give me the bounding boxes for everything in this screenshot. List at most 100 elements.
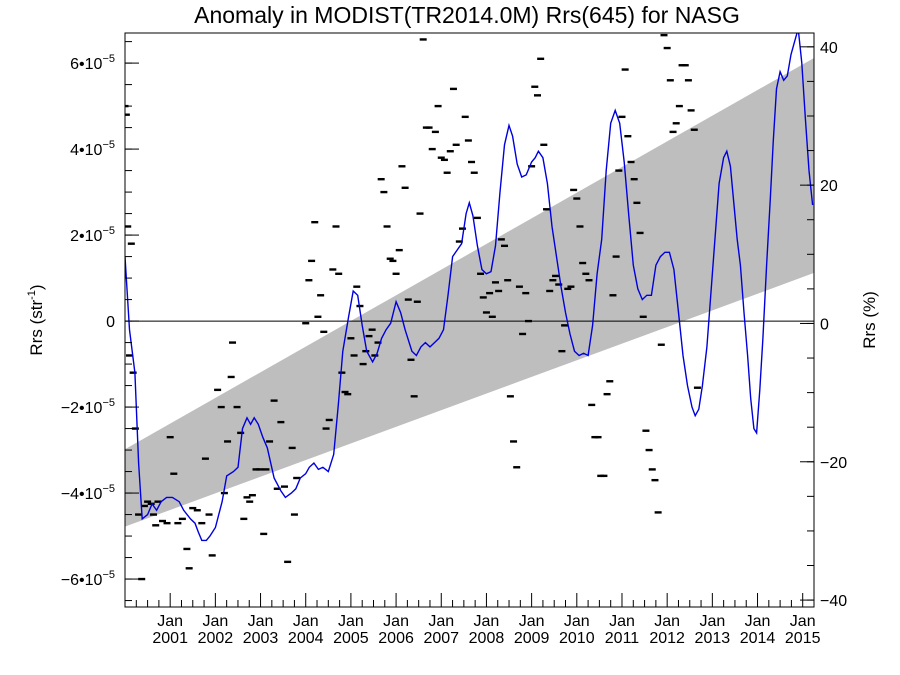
data-point bbox=[636, 231, 644, 235]
data-point bbox=[452, 143, 460, 146]
x-tick-year: 2015 bbox=[785, 630, 821, 647]
data-point bbox=[256, 468, 264, 471]
x-axis: Jan2001Jan2002Jan2003Jan2004Jan2005Jan20… bbox=[135, 593, 821, 647]
data-point bbox=[531, 85, 539, 88]
data-point bbox=[404, 298, 412, 301]
x-tick-month: Jan bbox=[699, 613, 725, 630]
x-tick-month: Jan bbox=[202, 613, 228, 630]
data-point bbox=[434, 104, 442, 108]
data-point bbox=[320, 330, 328, 334]
data-point bbox=[383, 225, 391, 228]
data-point bbox=[693, 386, 701, 389]
data-point bbox=[174, 521, 182, 525]
data-point bbox=[633, 201, 641, 205]
x-tick-year: 2006 bbox=[378, 630, 414, 647]
data-point bbox=[431, 130, 439, 134]
data-point bbox=[437, 156, 445, 159]
data-point bbox=[495, 289, 503, 293]
data-point bbox=[428, 147, 436, 151]
data-point bbox=[443, 171, 451, 174]
data-point bbox=[166, 435, 174, 439]
x-tick-month: Jan bbox=[609, 613, 635, 630]
data-point bbox=[407, 358, 415, 361]
data-point bbox=[380, 190, 388, 194]
data-point bbox=[329, 268, 337, 271]
data-point bbox=[178, 517, 186, 521]
data-point bbox=[552, 274, 560, 278]
data-point bbox=[314, 315, 322, 318]
data-point bbox=[669, 130, 677, 134]
data-point bbox=[252, 468, 260, 471]
y-tick-mantissa: −4•10 bbox=[61, 486, 103, 503]
x-tick-month: Jan bbox=[474, 613, 500, 630]
data-point bbox=[675, 104, 683, 108]
data-point bbox=[504, 279, 512, 282]
data-point bbox=[270, 399, 278, 402]
data-point bbox=[359, 362, 367, 366]
data-point bbox=[470, 171, 478, 174]
data-point bbox=[455, 240, 463, 243]
data-point bbox=[237, 431, 245, 435]
data-point bbox=[624, 134, 632, 138]
y2-tick-label: 0 bbox=[820, 316, 829, 333]
data-point bbox=[214, 388, 222, 392]
data-point bbox=[277, 420, 285, 424]
data-point bbox=[389, 259, 397, 263]
data-point bbox=[630, 177, 638, 181]
data-point bbox=[549, 279, 557, 282]
y-tick-label: 2•10−5 bbox=[70, 225, 115, 245]
data-point bbox=[189, 506, 197, 510]
data-point bbox=[510, 440, 518, 443]
x-tick-year: 2004 bbox=[288, 630, 324, 647]
data-point bbox=[208, 554, 216, 557]
data-point bbox=[413, 300, 421, 303]
data-point bbox=[513, 466, 521, 469]
data-point bbox=[567, 285, 575, 288]
data-point bbox=[401, 186, 409, 189]
data-point bbox=[398, 165, 406, 168]
data-point bbox=[229, 341, 237, 344]
data-point bbox=[585, 279, 593, 282]
data-point bbox=[144, 500, 152, 503]
data-point bbox=[338, 371, 346, 374]
data-point bbox=[648, 468, 656, 471]
y-tick-exponent: −5 bbox=[102, 569, 115, 581]
x-tick-month: Jan bbox=[654, 613, 680, 630]
data-point bbox=[377, 177, 385, 181]
data-point bbox=[227, 375, 235, 379]
data-point bbox=[284, 560, 292, 564]
data-point bbox=[473, 216, 481, 220]
y-axis-label: Rrs (str-1) bbox=[26, 284, 46, 355]
data-point bbox=[311, 220, 319, 224]
y-tick-exponent: −5 bbox=[102, 397, 115, 409]
data-point bbox=[468, 160, 476, 164]
data-point bbox=[555, 283, 563, 286]
y-tick-label: −2•10−5 bbox=[61, 397, 115, 417]
x-tick-month: Jan bbox=[157, 613, 183, 630]
y2-axis-label: Rrs (%) bbox=[860, 291, 879, 349]
data-point bbox=[645, 448, 653, 452]
x-tick-year: 2003 bbox=[243, 630, 279, 647]
data-point bbox=[594, 435, 602, 439]
data-point bbox=[290, 513, 298, 516]
y-tick-label: −4•10−5 bbox=[61, 483, 115, 503]
y2-tick-label: −20 bbox=[820, 455, 847, 472]
data-point bbox=[362, 349, 370, 353]
data-point bbox=[684, 79, 692, 82]
data-point bbox=[170, 472, 178, 475]
data-point bbox=[152, 524, 160, 527]
data-point bbox=[317, 294, 325, 297]
data-point bbox=[618, 115, 626, 119]
y-tick-mantissa: 6•10 bbox=[70, 56, 102, 73]
y2-tick-label: 20 bbox=[820, 178, 838, 195]
data-point bbox=[449, 87, 457, 91]
data-point bbox=[522, 291, 530, 295]
data-point bbox=[564, 287, 572, 291]
data-point bbox=[458, 227, 466, 230]
chart-title: Anomaly in MODIST(TR2014.0M) Rrs(645) fo… bbox=[194, 2, 740, 28]
data-point bbox=[660, 33, 668, 37]
data-point bbox=[243, 496, 251, 499]
y-tick-exponent: −5 bbox=[102, 483, 115, 495]
data-point bbox=[131, 427, 139, 430]
